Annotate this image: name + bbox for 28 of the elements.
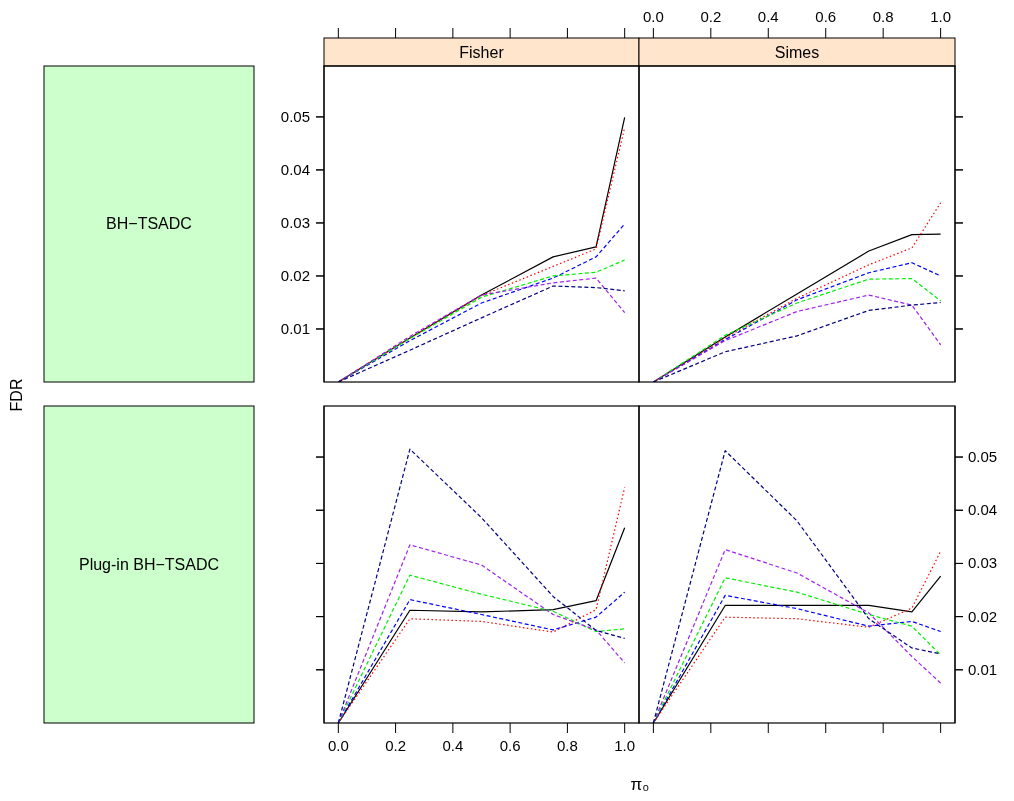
x-tick-label: 0.8 — [556, 737, 578, 754]
x-tick-label: 0.4 — [442, 737, 464, 754]
x-tick-label: 0.0 — [327, 737, 349, 754]
y-tick-label: 0.03 — [968, 554, 998, 572]
y-tick-label: 0.05 — [968, 448, 998, 466]
y-tick-label: 0.04 — [968, 501, 998, 519]
y-tick-label: 0.01 — [968, 660, 998, 678]
row-label-panel: BH−TSADC — [43, 65, 255, 383]
x-tick-label: 0.2 — [700, 8, 722, 25]
x-tick-label: 0.4 — [757, 8, 779, 25]
row-label-panel: Plug-in BH−TSADC — [43, 405, 255, 724]
y-axis-title: FDR — [8, 378, 25, 412]
y-tick-label: 0.02 — [280, 266, 310, 284]
x-tick-label: 0.2 — [385, 737, 407, 754]
x-tick-label: 0.6 — [499, 737, 521, 754]
x-tick-label: 0.0 — [642, 8, 664, 25]
x-tick-label: 0.8 — [872, 8, 894, 25]
x-tick-label: 1.0 — [614, 737, 636, 754]
y-tick-label: 0.04 — [280, 160, 310, 178]
y-tick-label: 0.02 — [968, 607, 998, 625]
y-tick-label: 0.05 — [280, 107, 310, 125]
chart-title: Simes — [774, 44, 820, 61]
chart-title: Fisher — [459, 44, 505, 61]
x-axis-title: π₀ — [630, 775, 650, 794]
x-tick-label: 1.0 — [930, 8, 952, 25]
y-tick-label: 0.01 — [280, 319, 310, 337]
y-tick-label: 0.03 — [280, 213, 310, 231]
x-tick-label: 0.6 — [815, 8, 837, 25]
